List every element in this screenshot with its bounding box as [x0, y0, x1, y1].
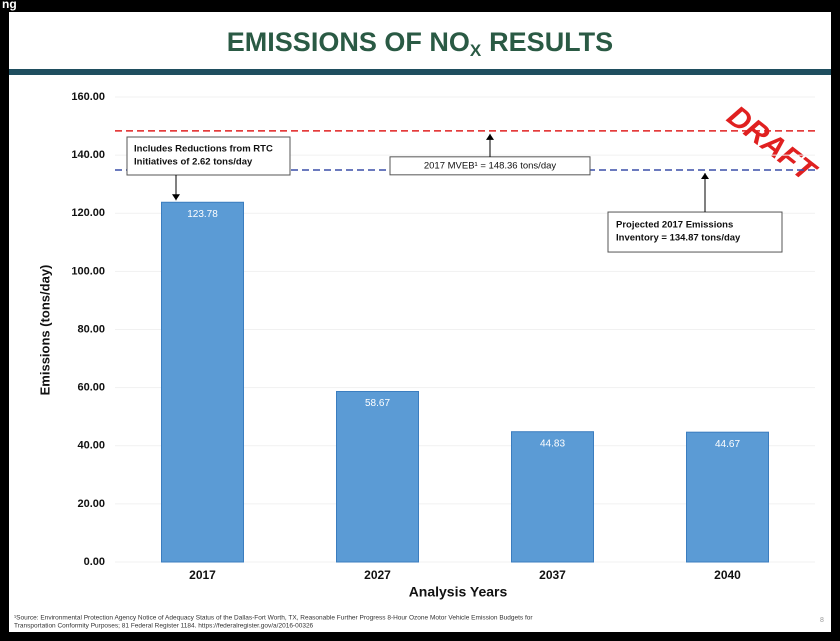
annotation-text: 2017 MVEB¹ = 148.36 tons/day	[424, 160, 557, 171]
bar	[511, 431, 594, 563]
y-tick-label: 120.00	[71, 207, 105, 219]
value-label: 58.67	[365, 398, 390, 409]
x-axis-label: Analysis Years	[409, 584, 508, 600]
footnote: Transportation Conformity Purposes; 81 F…	[14, 623, 314, 630]
x-tick-label: 2040	[714, 568, 741, 582]
annotation-text: Includes Reductions from RTC	[134, 144, 273, 155]
x-tick-label: 2027	[364, 568, 391, 582]
annotation-box	[607, 211, 783, 253]
value-label: 44.83	[540, 438, 565, 449]
annotation-text: Initiatives of 2.62 tons/day	[134, 157, 253, 168]
y-tick-label: 60.00	[77, 382, 105, 394]
y-tick-label: 160.00	[71, 91, 105, 103]
page-number: 8	[820, 617, 824, 624]
arrow-head	[172, 194, 180, 201]
annotation-box	[126, 136, 291, 176]
bar	[686, 431, 769, 563]
y-tick-label: 20.00	[77, 498, 105, 510]
x-tick-label: 2017	[189, 568, 216, 582]
annotation-text: Projected 2017 Emissions	[616, 220, 733, 231]
annotation-text: Inventory = 134.87 tons/day	[616, 233, 741, 244]
y-tick-label: 40.00	[77, 440, 105, 452]
y-tick-label: 100.00	[71, 265, 105, 277]
arrow-head	[701, 173, 709, 180]
arrow-head	[486, 133, 494, 140]
title-subscript: X	[470, 41, 482, 60]
title-rest: RESULTS	[489, 27, 613, 57]
value-label: 123.78	[187, 209, 218, 220]
value-label: 44.67	[715, 439, 740, 450]
title-main: EMISSIONS OF NO	[227, 27, 470, 57]
bar	[161, 201, 244, 563]
y-tick-label: 0.00	[84, 556, 105, 568]
bar	[336, 390, 419, 563]
y-tick-label: 140.00	[71, 149, 105, 161]
chart-title: EMISSIONS OF NOX RESULTS	[227, 27, 613, 60]
footnote: ¹Source: Environmental Protection Agency…	[14, 615, 533, 622]
x-tick-label: 2037	[539, 568, 566, 582]
title-rule	[9, 69, 831, 75]
y-tick-label: 80.00	[77, 323, 105, 335]
y-axis-label: Emissions (tons/day)	[37, 265, 52, 396]
cut-off-text: ng	[2, 0, 17, 11]
